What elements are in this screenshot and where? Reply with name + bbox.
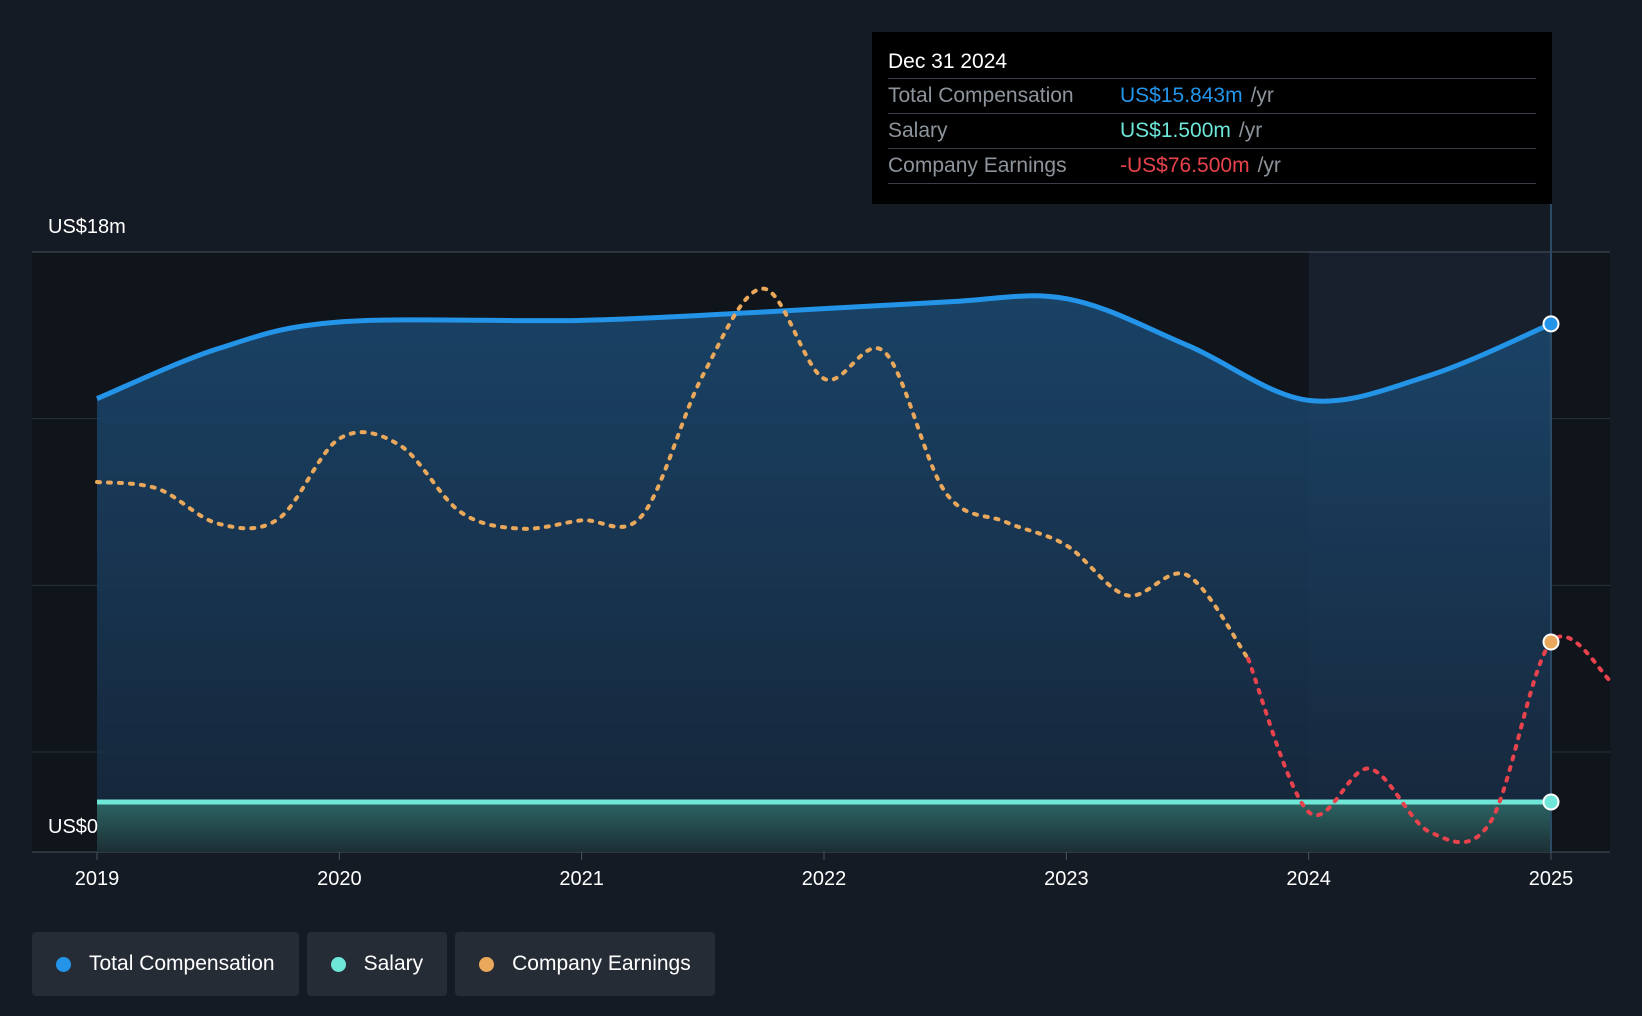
tooltip-row-label: Company Earnings [888,154,1067,177]
x-tick-label: 2024 [1286,868,1331,890]
legend-item-salary[interactable]: Salary [306,932,448,996]
company-earnings-line-positive [95,286,1251,661]
salary-area [97,802,1551,852]
x-tick-label: 2019 [75,868,120,890]
tooltip-row-unit: /yr [1250,84,1274,107]
tooltip: Dec 31 2024 Total Compensation US$15.843m… [872,32,1552,204]
x-axis: 2019 2020 2021 2022 2023 2024 2025 [75,852,1574,890]
y-axis-top-label: US$18m [48,216,126,238]
legend: Total Compensation Salary Company Earnings [32,932,715,996]
legend-item-company-earnings[interactable]: Company Earnings [455,932,715,996]
legend-label: Company Earnings [512,952,691,975]
tooltip-row: Company Earnings -US$76.500m/yr [888,148,1536,184]
x-tick-label: 2020 [317,868,362,890]
x-tick-label: 2021 [559,868,604,890]
x-tick-label: 2023 [1044,868,1089,890]
tooltip-row-value: -US$76.500m [1120,154,1250,177]
tooltip-row-value: US$1.500m [1120,119,1231,142]
legend-item-total-compensation[interactable]: Total Compensation [32,932,299,996]
tooltip-row: Total Compensation US$15.843m/yr [888,78,1536,113]
legend-label: Total Compensation [89,952,275,975]
tooltip-date: Dec 31 2024 [888,50,1008,73]
x-tick-label: 2025 [1529,868,1574,890]
total-compensation-marker [1542,315,1560,333]
legend-label: Salary [363,952,424,975]
tooltip-row: Salary US$1.500m/yr [888,113,1536,148]
x-tick-label: 2022 [802,868,847,890]
tooltip-row-unit: /yr [1257,154,1281,177]
tooltip-row-label: Total Compensation [888,84,1074,107]
salary-marker [1542,793,1560,811]
legend-dot-icon [56,956,71,972]
y-axis-bottom-label: US$0 [48,816,99,838]
tooltip-row-label: Salary [888,119,948,142]
legend-dot-icon [479,956,495,972]
legend-dot-icon [330,956,346,972]
tooltip-row-unit: /yr [1238,119,1263,142]
total-compensation-area [97,295,1551,852]
tooltip-row-value: US$15.843m [1120,84,1243,107]
hover-markers [1542,315,1560,811]
company-earnings-marker [1542,633,1560,651]
total-compensation-line [96,293,1552,404]
